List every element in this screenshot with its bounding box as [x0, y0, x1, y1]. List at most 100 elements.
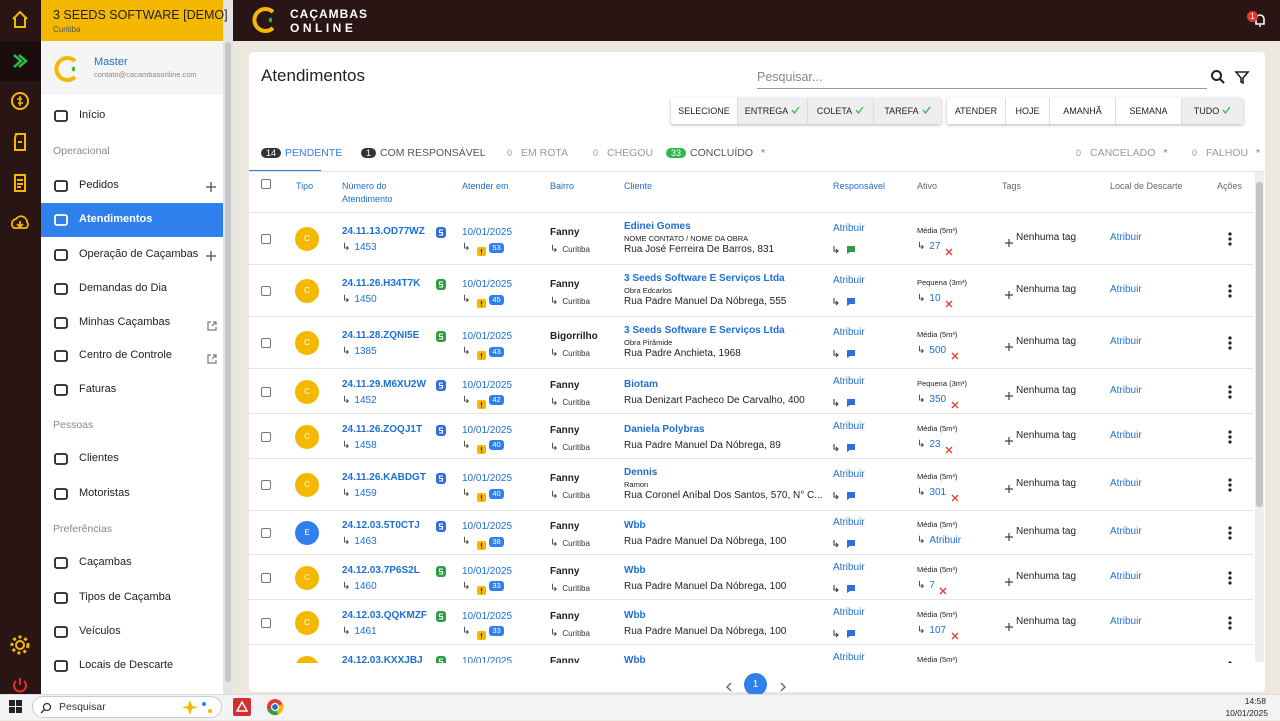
- menu-item[interactable]: Operação de Caçambas: [79, 248, 199, 260]
- row-checkbox[interactable]: [261, 431, 271, 442]
- local-assign[interactable]: Atribuir: [1110, 526, 1142, 537]
- asset-assign[interactable]: Atribuir: [917, 535, 961, 546]
- order-code[interactable]: 24.12.03.7P6S2L: [342, 564, 420, 576]
- asset-remove[interactable]: [951, 627, 959, 639]
- order-id[interactable]: 1459: [342, 488, 376, 499]
- order-id[interactable]: 1453: [342, 242, 376, 253]
- responsible-assign[interactable]: Atribuir: [833, 561, 865, 573]
- menu-item[interactable]: Minhas Caçambas: [79, 316, 171, 328]
- search-icon[interactable]: [1210, 69, 1226, 85]
- tab[interactable]: 14 PENDENTE: [261, 146, 342, 160]
- order-id[interactable]: 1460: [342, 581, 376, 592]
- row-actions[interactable]: [1227, 660, 1233, 663]
- strip-icon[interactable]: [8, 8, 32, 32]
- column-header[interactable]: Número do Atendimento: [342, 181, 393, 204]
- asset-id[interactable]: 27: [917, 241, 940, 252]
- tag-empty[interactable]: Nenhuma tag: [1016, 284, 1077, 295]
- header-checkbox[interactable]: [261, 179, 271, 189]
- app-pdf[interactable]: [233, 698, 251, 716]
- tab[interactable]: 0 CANCELADO *: [1071, 146, 1167, 160]
- tag-add[interactable]: [1005, 480, 1013, 493]
- menu-external[interactable]: [207, 351, 217, 364]
- page-prev[interactable]: [724, 679, 734, 692]
- filter-button[interactable]: TUDO: [1181, 98, 1243, 124]
- menu-item[interactable]: Atendimentos: [79, 213, 153, 225]
- asset-id[interactable]: 301: [917, 487, 946, 498]
- chat-icon[interactable]: [833, 346, 857, 358]
- page-current[interactable]: 1: [744, 673, 767, 696]
- client-name[interactable]: Edinei Gomes: [624, 221, 691, 232]
- asset-id[interactable]: 23: [917, 439, 940, 450]
- column-header[interactable]: Cliente: [624, 181, 653, 191]
- taskbar-search-box[interactable]: [32, 696, 222, 718]
- order-id[interactable]: 1452: [342, 395, 376, 406]
- column-header[interactable]: Ações: [1217, 181, 1243, 191]
- page-next[interactable]: [778, 679, 788, 692]
- menu-plus[interactable]: [205, 249, 217, 261]
- strip-icon[interactable]: [8, 89, 32, 113]
- row-checkbox[interactable]: [261, 617, 271, 628]
- responsible-assign[interactable]: Atribuir: [833, 327, 865, 338]
- start-button[interactable]: [9, 700, 23, 714]
- menu-item[interactable]: Início: [79, 109, 106, 121]
- responsible-assign[interactable]: Atribuir: [833, 606, 865, 618]
- tag-empty[interactable]: Nenhuma tag: [1016, 570, 1077, 582]
- row-actions[interactable]: [1227, 570, 1233, 585]
- order-code[interactable]: 24.11.13.OD77WZ: [342, 226, 425, 237]
- client-name[interactable]: Wbb: [624, 654, 646, 664]
- row-checkbox[interactable]: [261, 386, 271, 397]
- tab[interactable]: 0 CHEGOU: [588, 146, 653, 160]
- asset-remove[interactable]: [951, 396, 959, 408]
- client-name[interactable]: 3 Seeds Software E Serviços Ltda: [624, 325, 785, 336]
- chat-icon[interactable]: [833, 395, 857, 407]
- row-checkbox[interactable]: [261, 338, 271, 348]
- tag-add[interactable]: [1005, 528, 1013, 541]
- client-name[interactable]: Wbb: [624, 564, 646, 576]
- app-chrome[interactable]: [266, 698, 284, 716]
- menu-item[interactable]: Demandas do Dia: [79, 282, 168, 294]
- filter-button[interactable]: ENTREGA: [737, 98, 807, 124]
- column-header[interactable]: Responsável: [833, 181, 886, 191]
- order-code[interactable]: 24.11.26.ZOQJ1T: [342, 423, 423, 435]
- responsible-assign[interactable]: Atribuir: [833, 469, 865, 480]
- strip-icon[interactable]: [8, 171, 32, 195]
- order-code[interactable]: 24.11.28.ZQNI5E: [342, 330, 420, 341]
- tag-add[interactable]: [1005, 338, 1013, 351]
- row-checkbox[interactable]: [261, 480, 271, 490]
- asset-id[interactable]: 107: [917, 625, 946, 636]
- asset-id[interactable]: 350: [917, 394, 946, 405]
- row-actions[interactable]: [1227, 232, 1233, 246]
- row-checkbox[interactable]: [261, 572, 271, 583]
- responsible-assign[interactable]: Atribuir: [833, 223, 865, 234]
- order-id[interactable]: 1461: [342, 626, 376, 637]
- tab[interactable]: 1 COM RESPONSÁVEL: [361, 146, 486, 160]
- tag-add[interactable]: [1005, 387, 1013, 400]
- menu-item[interactable]: Caçambas: [79, 556, 132, 568]
- tab[interactable]: 33 CONCLUÍDO *: [666, 146, 765, 160]
- client-name[interactable]: 3 Seeds Software E Serviços Ltda: [624, 273, 785, 284]
- menu-item[interactable]: Veículos: [79, 625, 121, 637]
- chat-icon[interactable]: [833, 536, 857, 548]
- tag-empty[interactable]: Nenhuma tag: [1016, 232, 1077, 243]
- filter-button[interactable]: HOJE: [1005, 98, 1049, 124]
- tag-empty[interactable]: Nenhuma tag: [1016, 336, 1077, 347]
- chat-icon[interactable]: [833, 488, 857, 500]
- order-code[interactable]: 24.11.26.H34T7K: [342, 278, 421, 289]
- local-assign[interactable]: Atribuir: [1110, 570, 1142, 582]
- row-actions[interactable]: [1227, 478, 1233, 492]
- menu-item[interactable]: Clientes: [79, 452, 119, 464]
- tab[interactable]: 0 EM ROTA: [502, 146, 568, 160]
- menu-item[interactable]: Motoristas: [79, 487, 130, 499]
- menu-external[interactable]: [207, 318, 217, 331]
- tag-empty[interactable]: Nenhuma tag: [1016, 615, 1077, 627]
- local-assign[interactable]: Atribuir: [1110, 384, 1142, 396]
- menu-plus[interactable]: [205, 180, 217, 192]
- tag-add[interactable]: [1005, 286, 1013, 299]
- column-header[interactable]: Tipo: [296, 181, 314, 191]
- row-actions[interactable]: [1227, 284, 1233, 298]
- tag-empty[interactable]: Nenhuma tag: [1016, 384, 1077, 396]
- column-header[interactable]: Local de Descarte: [1110, 181, 1183, 191]
- menu-item[interactable]: Tipos de Caçamba: [79, 591, 171, 603]
- chat-icon[interactable]: [833, 242, 857, 254]
- column-header[interactable]: Atender em: [462, 181, 509, 191]
